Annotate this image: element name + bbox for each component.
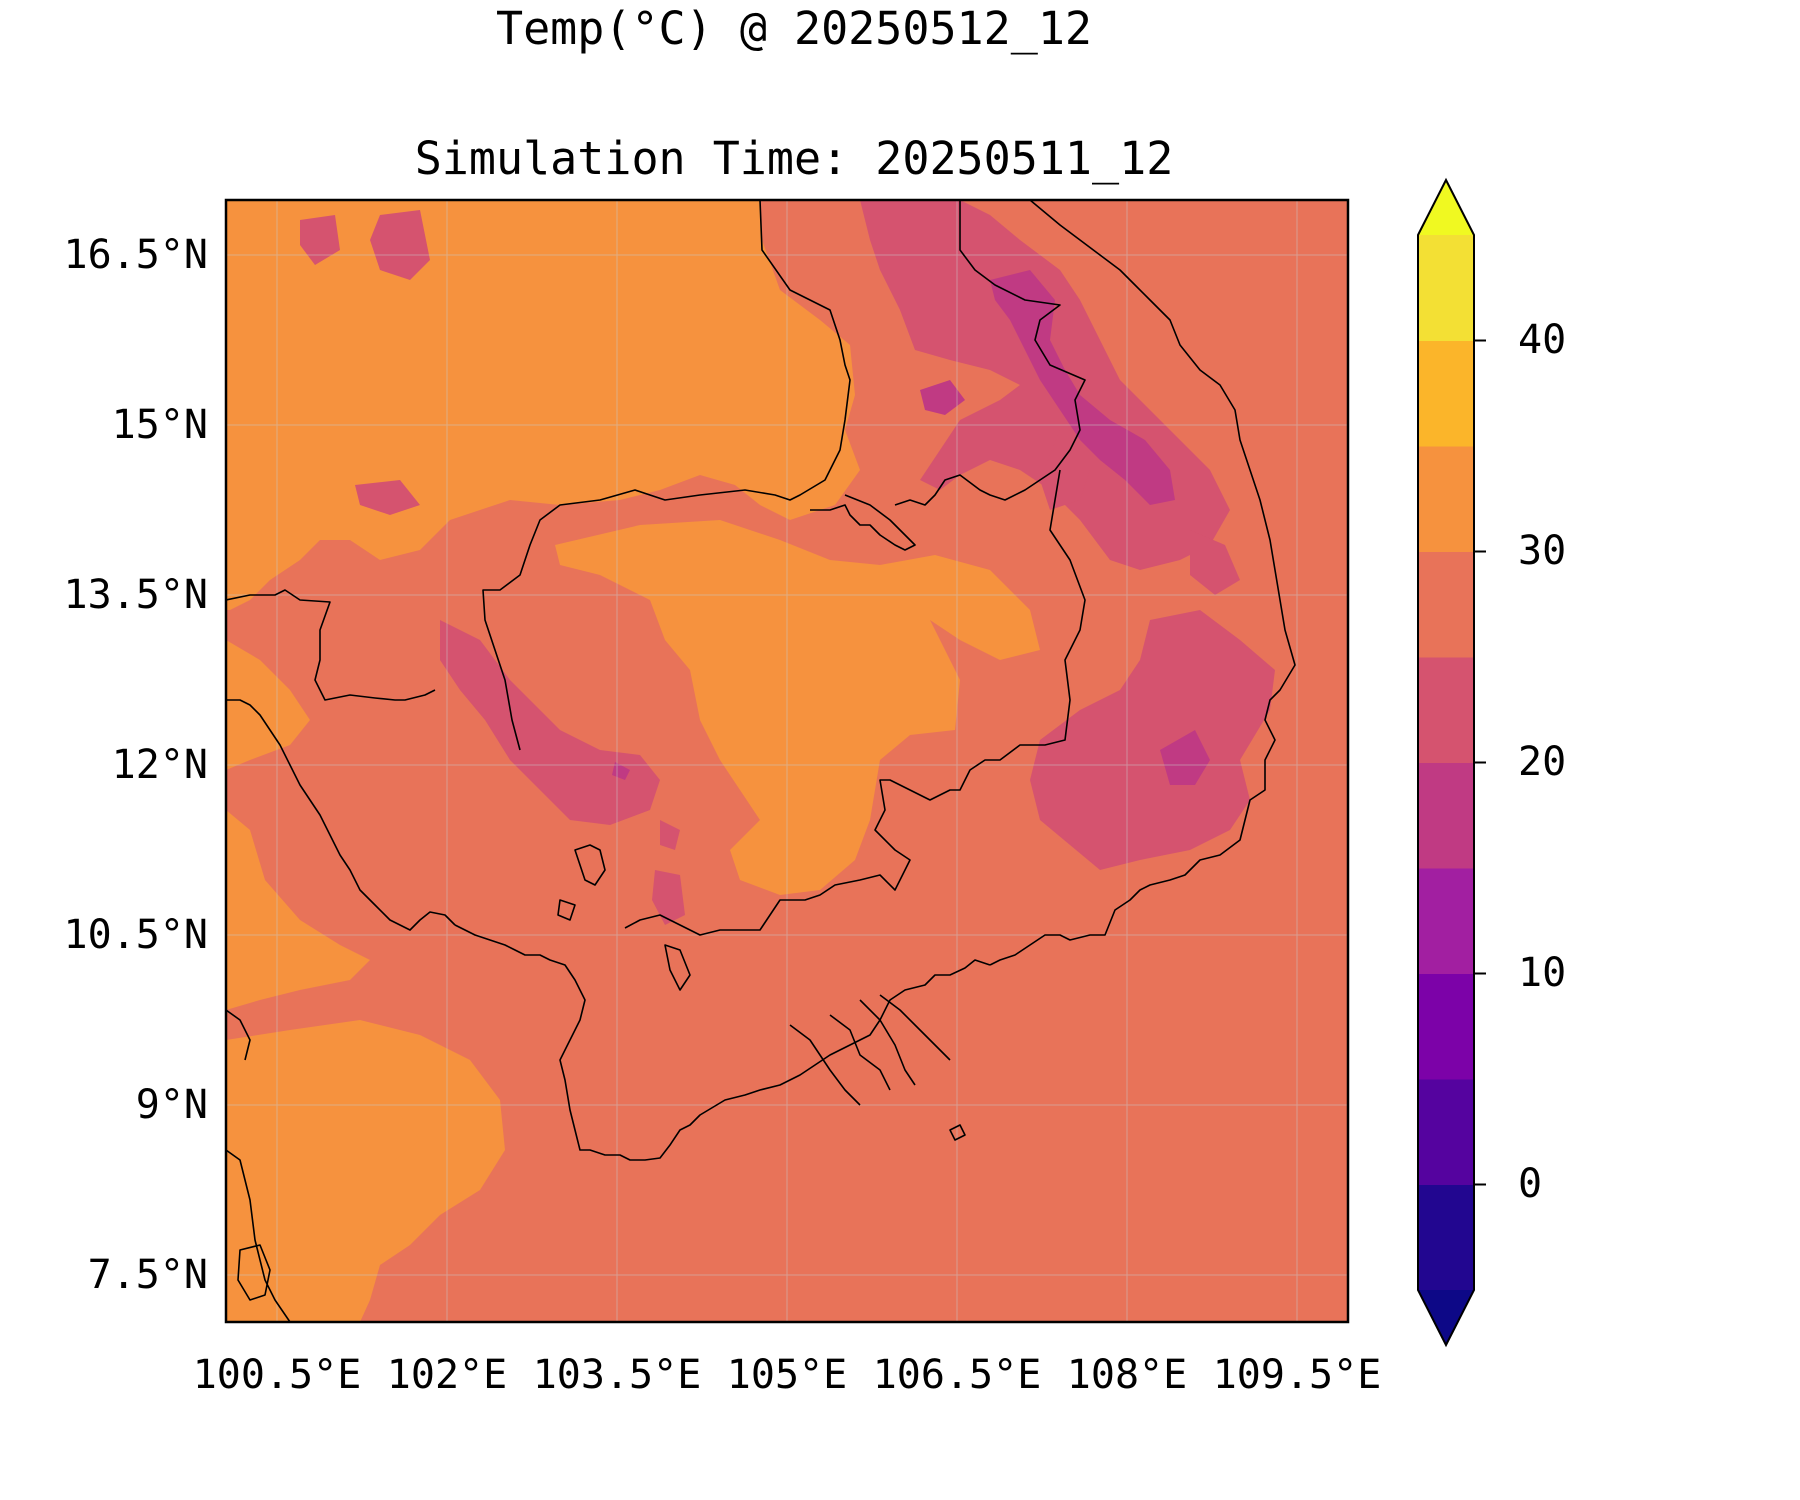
contour-band-15-20	[1160, 730, 1210, 785]
coastline	[664, 944, 691, 991]
contour-band-30-35	[226, 810, 370, 1010]
lat-tick-label: 9°N	[135, 1082, 208, 1128]
lon-tick-label: 100.5°E	[192, 1352, 362, 1398]
country-border	[894, 200, 1086, 506]
colorbar-band	[1418, 1079, 1474, 1185]
country-border	[624, 469, 1086, 936]
grid-lines	[226, 200, 1348, 1322]
colorbar-band	[1418, 235, 1474, 341]
colorbar-band	[1418, 657, 1474, 763]
colorbar-band	[1418, 762, 1474, 869]
colorbar-tick-label: 20	[1518, 739, 1567, 785]
contour-band-30-35	[226, 640, 310, 770]
map-subtitle: Simulation Time: 20250511_12	[414, 132, 1174, 185]
colorbar-tick-label: 40	[1518, 317, 1567, 363]
contour-band-20-25	[300, 215, 340, 265]
lon-tick-label: 103.5°E	[532, 1352, 702, 1398]
colorbar-extend-over	[1418, 180, 1474, 235]
coastline	[574, 844, 606, 886]
colorbar-tick-label: 30	[1518, 528, 1567, 574]
coastline	[226, 1009, 251, 1061]
coastline	[879, 994, 951, 1061]
country-border	[226, 589, 436, 701]
colorbar	[1417, 177, 1486, 1348]
lat-tick-label: 7.5°N	[87, 1252, 208, 1298]
coastline	[859, 999, 916, 1086]
lon-tick-label: 108°E	[1066, 1352, 1188, 1398]
coastline	[989, 200, 1296, 966]
contour-band-20-25	[652, 870, 685, 925]
colorbar-band	[1418, 1184, 1474, 1291]
coastline	[829, 1014, 891, 1091]
contour-band-20-25	[440, 620, 660, 825]
contour-band-15-20	[990, 270, 1175, 505]
colorbar-tick-label: 10	[1518, 950, 1567, 996]
colorbar-band	[1418, 340, 1474, 447]
coastline	[226, 699, 456, 931]
lat-tick-label: 12°N	[111, 742, 208, 788]
contour-band-20-25	[370, 210, 430, 280]
coastline	[237, 1244, 271, 1301]
contour-band-30-35	[300, 1100, 420, 1160]
colorbar-band	[1418, 551, 1474, 658]
contour-band-20-25	[1040, 430, 1090, 510]
lon-tick-label: 106.5°E	[872, 1352, 1042, 1398]
coastline	[226, 1149, 291, 1322]
contour-band-15-20	[920, 380, 965, 415]
coastline	[949, 1124, 966, 1141]
country-border	[482, 200, 851, 751]
lon-tick-label: 102°E	[386, 1352, 508, 1398]
lat-tick-label: 10.5°N	[63, 912, 209, 958]
contour-band-20-25	[355, 480, 420, 515]
lat-tick-label: 13.5°N	[63, 572, 209, 618]
coastline	[557, 899, 576, 921]
map-title: Temp(°C) @ 20250512_12	[495, 2, 1093, 55]
contour-band-30-35	[226, 1020, 505, 1322]
colorbar-extend-under	[1418, 1290, 1474, 1345]
lon-tick-label: 109.5°E	[1212, 1352, 1382, 1398]
contour-band-30-35	[555, 520, 1040, 895]
lon-tick-label: 105°E	[726, 1352, 848, 1398]
plot-frame	[224, 198, 1350, 1324]
country-border	[810, 494, 916, 551]
colorbar-band	[1418, 868, 1474, 974]
lat-tick-label: 15°N	[111, 402, 208, 448]
colorbar-band	[1418, 446, 1474, 552]
coastline	[454, 924, 991, 1161]
contour-band-20-25	[1030, 610, 1275, 870]
colorbar-outline	[1417, 177, 1475, 1348]
lat-tick-label: 16.5°N	[63, 232, 209, 278]
contour-band-20-25	[660, 820, 680, 850]
colorbar-band	[1418, 973, 1474, 1080]
contour-fill-layer	[226, 200, 1348, 1322]
colorbar-tick-label: 0	[1518, 1161, 1543, 1207]
contour-band-20-25	[1190, 530, 1240, 595]
coastline	[789, 1024, 861, 1106]
